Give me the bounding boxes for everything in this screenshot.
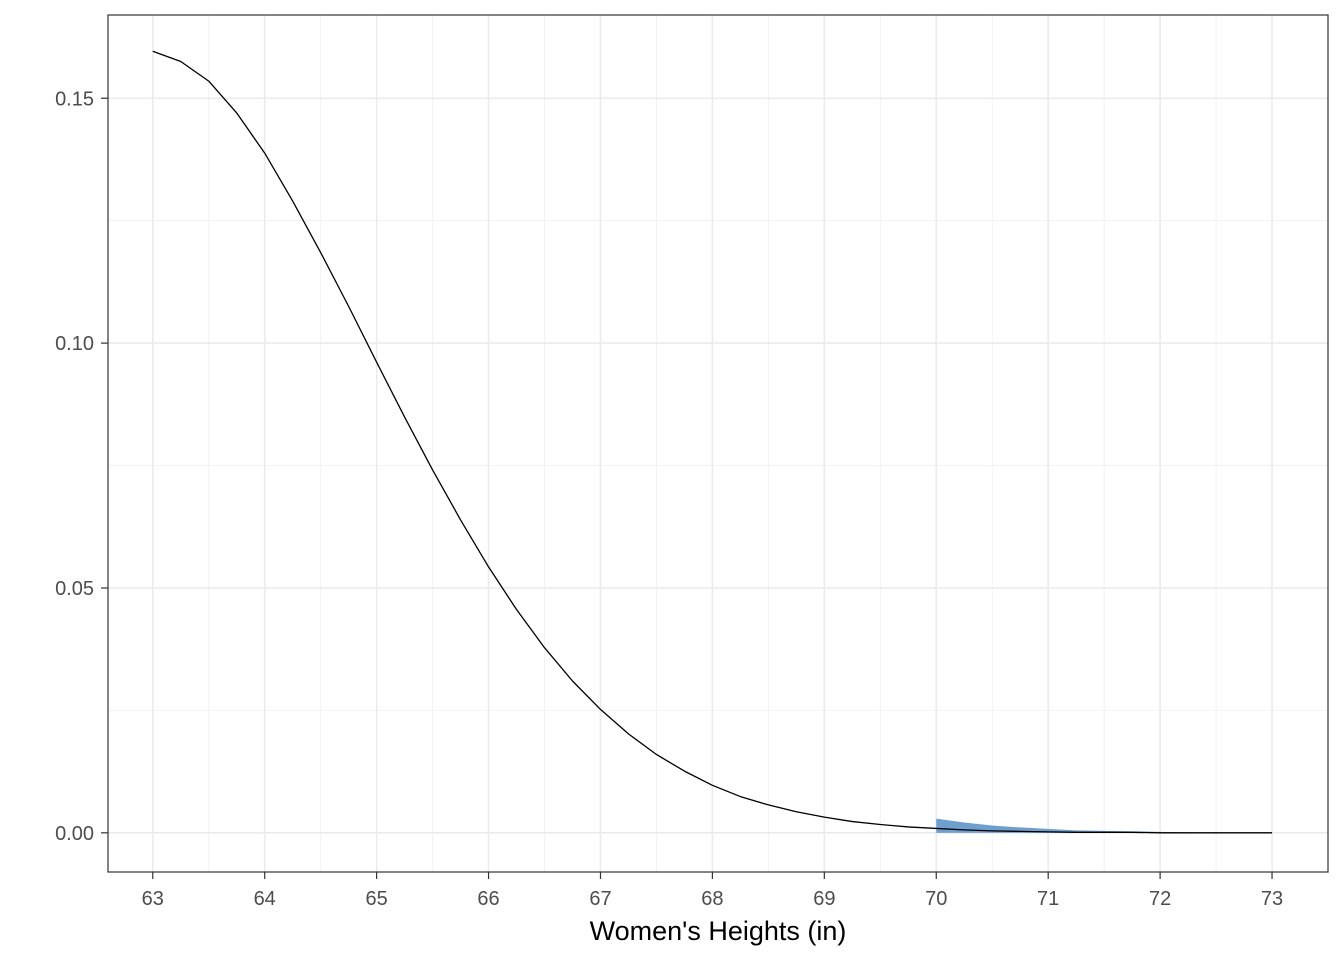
x-tick-label: 65: [365, 888, 387, 910]
x-tick-label: 67: [589, 888, 611, 910]
y-tick-labels: 0.00 0.05 0.10 0.15: [55, 88, 94, 845]
y-tick-label: 0.05: [55, 578, 94, 600]
x-tick-label: 68: [701, 888, 723, 910]
x-tick-label: 70: [925, 888, 947, 910]
x-tick-label: 72: [1149, 888, 1171, 910]
y-tick-label: 0.00: [55, 823, 94, 845]
shaded-area: [936, 818, 1273, 833]
y-tick-label: 0.10: [55, 333, 94, 355]
density-line-layer: [152, 50, 1273, 834]
density-curve: [152, 50, 1273, 834]
x-tick-label: 63: [142, 888, 164, 910]
axis-ticks: [101, 97, 1273, 879]
x-tick-label: 66: [477, 888, 499, 910]
x-axis-title: Women's Heights (in): [590, 916, 847, 946]
x-tick-label: 71: [1037, 888, 1059, 910]
shaded-area-layer: [936, 818, 1273, 833]
grid-lines: [108, 15, 1328, 872]
panel-border: [107, 14, 1329, 873]
y-tick-label: 0.15: [55, 88, 94, 110]
x-tick-label: 64: [254, 888, 276, 910]
x-tick-labels: 63 64 65 66 67 68 69 70 71 72 73: [142, 888, 1284, 910]
x-tick-label: 73: [1261, 888, 1283, 910]
x-tick-label: 69: [813, 888, 835, 910]
